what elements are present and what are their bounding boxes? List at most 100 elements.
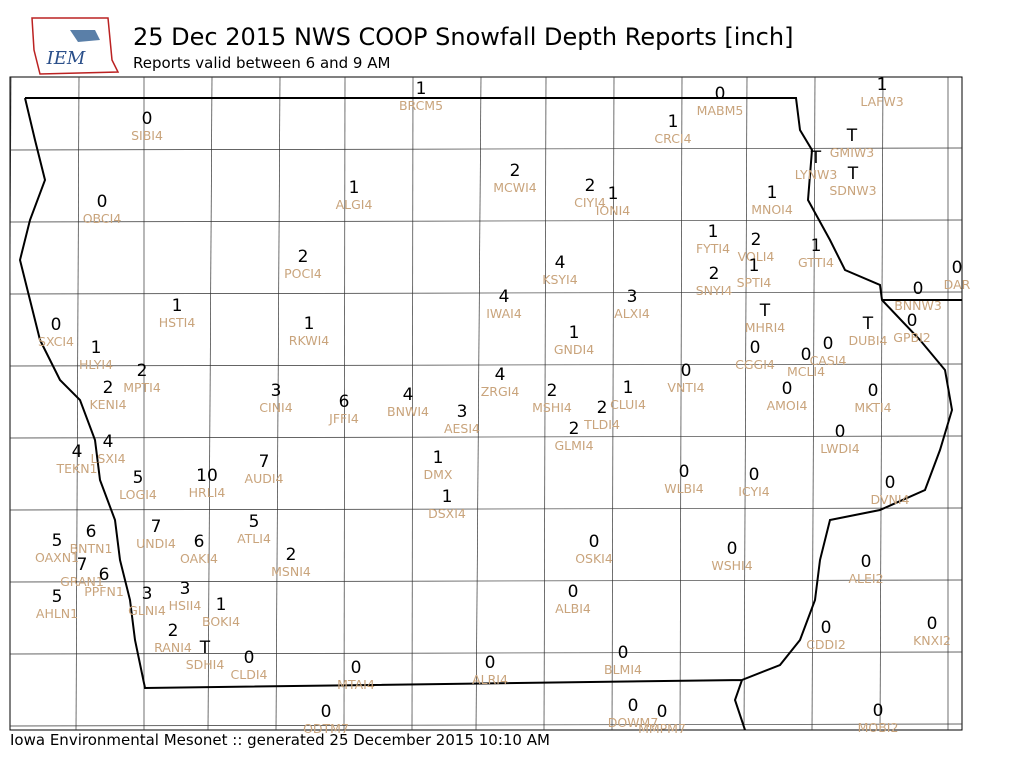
station-id: SPTI4: [737, 275, 772, 290]
station-id: MNOI4: [751, 202, 793, 217]
station-id: CINI4: [259, 400, 292, 415]
station-value: 0: [801, 345, 812, 365]
station-value: 2: [286, 545, 297, 565]
station-id: BNWI4: [387, 404, 429, 419]
station-value: 0: [51, 315, 62, 335]
station-value: 1: [811, 236, 822, 256]
station-id: GLNI4: [128, 603, 166, 618]
station-value: 0: [244, 648, 255, 668]
station-id: GLMI4: [554, 438, 593, 453]
station-value: 1: [668, 112, 679, 132]
logo-icon: [70, 30, 100, 42]
station-value: 0: [485, 653, 496, 673]
station-id: KSYI4: [542, 272, 577, 287]
station-value: 2: [168, 621, 179, 641]
station-value: 1: [877, 75, 888, 95]
map-lines: [10, 77, 962, 730]
station-value: 3: [457, 402, 468, 422]
station-id: OBCI4: [83, 211, 122, 226]
station-id: IWAI4: [486, 306, 522, 321]
station-id: MCLI4: [787, 364, 825, 379]
station-value: 0: [907, 311, 918, 331]
station-value: 0: [952, 258, 963, 278]
station-id: DMX: [424, 467, 453, 482]
station-value: 1: [416, 79, 427, 99]
station-id: KENI4: [89, 397, 126, 412]
station-value: 0: [679, 462, 690, 482]
station-value: 1: [608, 184, 619, 204]
station-id: SIBI4: [131, 128, 163, 143]
station-value: 0: [715, 84, 726, 104]
station-id: AESI4: [444, 421, 480, 436]
station-value: 1: [623, 378, 634, 398]
station-id: JFFI4: [328, 411, 359, 426]
station-value: 2: [137, 361, 148, 381]
station-value: 1: [708, 222, 719, 242]
station-id: MHRI4: [745, 320, 786, 335]
station-value: T: [810, 148, 822, 168]
county-line: [10, 579, 962, 583]
station-value: 0: [321, 702, 332, 722]
station-id: IONI4: [596, 203, 631, 218]
station-value: 0: [868, 381, 879, 401]
station-id: RKWI4: [289, 333, 329, 348]
station-id: MSHI4: [532, 400, 572, 415]
station-id: MABM5: [697, 103, 744, 118]
station-id: POCI4: [284, 266, 322, 281]
station-value: 6: [86, 522, 97, 542]
station-value: 0: [823, 334, 834, 354]
station-id: LYNW3: [795, 167, 838, 182]
station-value: 4: [103, 432, 114, 452]
station-id: CDDI2: [806, 637, 846, 652]
station-id: DUBI4: [849, 333, 888, 348]
county-line: [10, 435, 962, 439]
station-value: 5: [249, 512, 260, 532]
station-id: CRCI4: [654, 131, 691, 146]
station-value: 0: [589, 532, 600, 552]
station-id: MTAI4: [337, 677, 375, 692]
station-value: 2: [103, 378, 114, 398]
station-value: 6: [339, 392, 350, 412]
station-value: 1: [349, 178, 360, 198]
station-value: 0: [913, 279, 924, 299]
station-id: MOBI2: [858, 720, 899, 735]
station-value: 1: [767, 183, 778, 203]
station-value: 3: [180, 579, 191, 599]
station-id: SDHI4: [186, 657, 225, 672]
station-id: CLDI4: [231, 667, 268, 682]
station-id: ICYI4: [738, 484, 770, 499]
station-id: AMOI4: [767, 398, 808, 413]
station-id: ATLI4: [237, 531, 271, 546]
station-id: CLUI4: [610, 397, 646, 412]
station-value: 1: [749, 256, 760, 276]
station-value: T: [759, 301, 771, 321]
station-value: 1: [442, 487, 453, 507]
station-id: LAFW3: [860, 94, 903, 109]
station-id: LWDI4: [820, 441, 859, 456]
footer: Iowa Environmental Mesonet :: generated …: [10, 731, 550, 749]
county-line: [207, 77, 213, 730]
station-id: SNYI4: [696, 283, 733, 298]
station-value: 2: [597, 398, 608, 418]
station-id: VOLI4: [738, 249, 775, 264]
station-value: 1: [569, 323, 580, 343]
station-value: 0: [727, 539, 738, 559]
station-value: 10: [196, 466, 218, 486]
station-value: 0: [927, 614, 938, 634]
station-id: AUDI4: [245, 471, 284, 486]
county-line: [10, 219, 962, 223]
station-id: HLYI4: [79, 357, 113, 372]
station-value: 0: [835, 422, 846, 442]
county-line: [343, 77, 346, 730]
logo-shape: [31, 17, 120, 75]
station-id: MMPM7: [638, 721, 686, 736]
county-line: [10, 507, 962, 511]
station-value: 4: [555, 253, 566, 273]
station-value: 2: [298, 247, 309, 267]
county-line: [75, 77, 80, 730]
station-value: T: [199, 638, 211, 658]
station-value: 6: [194, 532, 205, 552]
county-line: [10, 291, 962, 295]
county-line: [743, 77, 748, 730]
